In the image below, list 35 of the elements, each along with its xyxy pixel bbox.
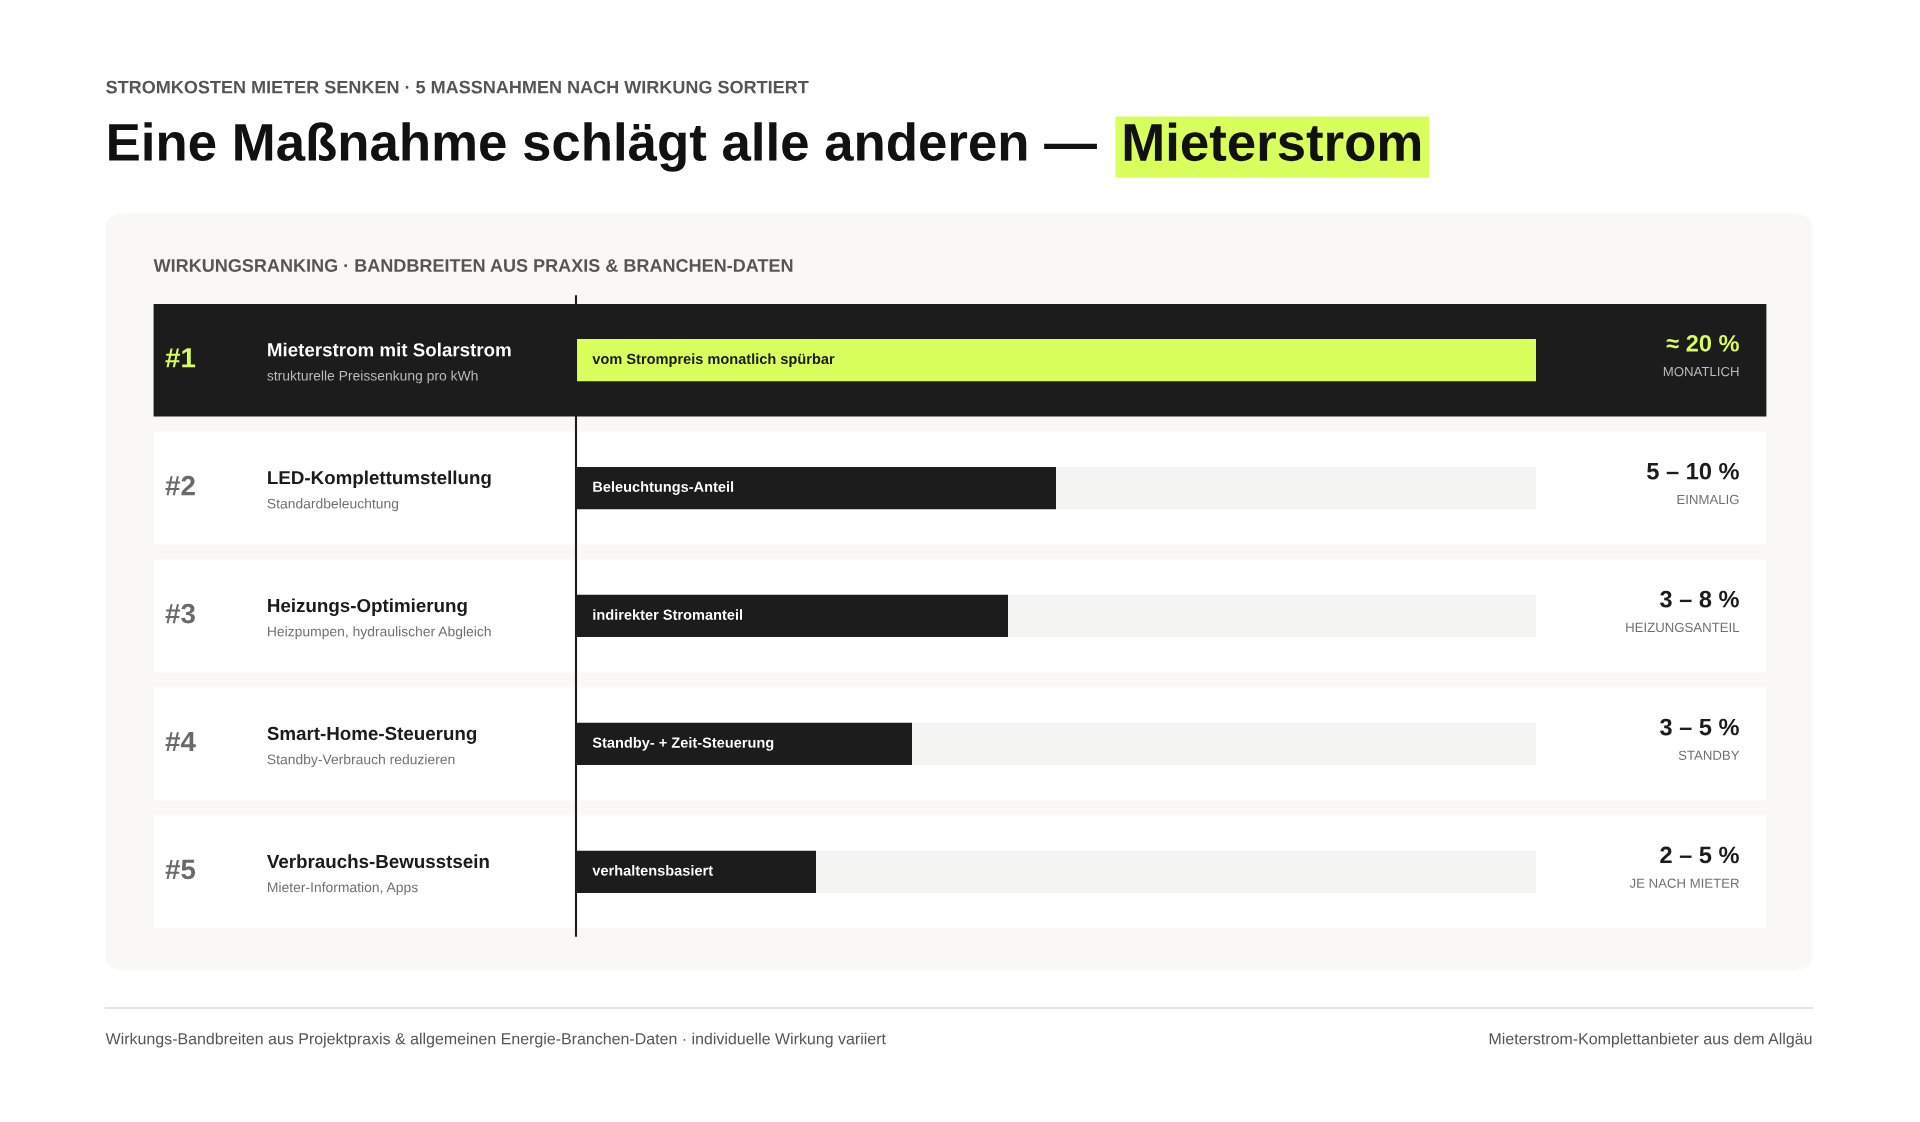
- text: 5 – 10 %: [1647, 462, 1739, 480]
- text: MONATLICH: [1663, 366, 1739, 377]
- annotation: vom Strompreis monatlich spürbar: [592, 353, 835, 367]
- text: 2 – 5 %: [1660, 846, 1739, 864]
- text: Heizpumpen, hydraulischer Abgleich: [268, 626, 491, 640]
- text: Standardbeleuchtung: [267, 498, 399, 512]
- text: HEIZUNGSANTEIL: [1626, 622, 1740, 633]
- text: #1: [165, 348, 196, 368]
- text: JE NACH MIETER: [1629, 878, 1739, 888]
- text: #2: [165, 475, 195, 496]
- text: WIRKUNGSRANKING · BANDBREITEN AUS PRAXIS & BRANCHEN-DATEN: [153, 259, 793, 272]
- text: 3 – 5 %: [1660, 718, 1739, 736]
- annotation: verhaltensbasiert: [592, 865, 713, 876]
- text: strukturelle Preissenkung pro kWh: [267, 370, 478, 384]
- y-tick-label: LED-Komplettumstellung: [268, 470, 491, 489]
- y-tick-label: Heizungs-Optimierung: [268, 598, 467, 616]
- text: STANDBY: [1678, 750, 1740, 760]
- text: EINMALIG: [1677, 494, 1739, 505]
- text: Wirkungs-Bandbreiten aus Projektpraxis & allgemeinen Energie-Branchen-Daten · individuelle Wirkung variiert: [105, 1032, 886, 1048]
- y-tick-label: Mieterstrom mit Solarstrom: [268, 342, 511, 357]
- text: #3: [165, 603, 195, 624]
- text: #4: [165, 731, 196, 752]
- text: Mieterstrom-Komplettanbieter aus dem Allgäu: [1489, 1032, 1812, 1048]
- y-tick-label: Smart-Home-Steuerung: [267, 726, 477, 744]
- text: #5: [165, 859, 196, 880]
- annotation: indirekter Stromanteil: [593, 609, 743, 620]
- chart-subtitle: STROMKOSTEN MIETER SENKEN · 5 MASSNAHMEN NACH WIRKUNG SORTIERT: [106, 80, 809, 94]
- text: 3 – 8 %: [1660, 590, 1739, 608]
- text: ≈ 20 %: [1666, 334, 1739, 352]
- text: Mieter-Information, Apps: [268, 882, 418, 895]
- chart-title: Eine Maßnahme schlägt alle anderen — Mieterstrom: [109, 122, 1421, 172]
- annotation: Beleuchtungs-Anteil: [593, 481, 734, 495]
- y-tick-label: Verbrauchs-Bewusstsein: [267, 854, 489, 869]
- annotation: Standby- + Zeit-Steuerung: [592, 737, 774, 751]
- text: Standby-Verbrauch reduzieren: [267, 754, 455, 768]
